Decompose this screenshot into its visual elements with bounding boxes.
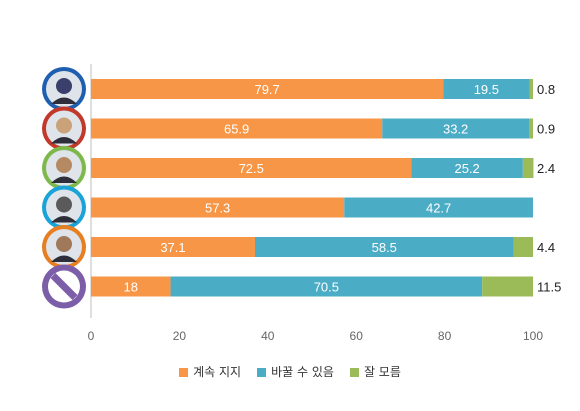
data-label: 11.5 xyxy=(537,280,561,295)
candidate-avatar xyxy=(42,225,86,269)
bar-segment xyxy=(522,158,534,178)
data-label: 58.5 xyxy=(372,240,397,255)
bar-segment xyxy=(91,118,383,139)
legend-swatch xyxy=(179,368,189,377)
legend-label: 계속 지지 xyxy=(193,365,242,379)
bar-segment xyxy=(344,197,533,218)
candidate-avatar xyxy=(42,106,86,151)
bar-segment xyxy=(411,158,523,178)
bar-segment xyxy=(529,79,533,99)
chart-legend: 계속 지지 바꿀 수 있음 잘 모름 xyxy=(0,363,580,380)
x-tick-label: 40 xyxy=(261,329,275,343)
data-label: 19.5 xyxy=(474,82,499,97)
bar-segment xyxy=(170,276,483,297)
data-label: 42.7 xyxy=(426,201,451,216)
legend-item: 잘 모름 xyxy=(349,363,401,380)
x-tick-label: 60 xyxy=(350,329,364,343)
bar-segment xyxy=(254,237,514,257)
bar-segment xyxy=(91,197,345,218)
data-label: 79.7 xyxy=(254,82,279,97)
bar-segment xyxy=(91,237,255,257)
data-label: 72.5 xyxy=(239,161,264,176)
data-label: 0.8 xyxy=(537,82,555,97)
x-tick-label: 20 xyxy=(173,329,187,343)
x-tick-label: 100 xyxy=(523,329,543,343)
data-label: 70.5 xyxy=(314,280,339,295)
bar-segment xyxy=(91,276,171,297)
legend-label: 바꿀 수 있음 xyxy=(271,365,334,379)
bar-segment xyxy=(529,118,533,139)
data-label: 57.3 xyxy=(205,201,230,216)
candidate-avatar xyxy=(42,67,86,111)
data-label: 33.2 xyxy=(443,122,468,137)
legend-swatch xyxy=(257,368,267,377)
legend-item: 계속 지지 xyxy=(179,363,241,380)
bar-segment xyxy=(513,237,533,257)
x-tick-label: 0 xyxy=(88,329,95,343)
data-label: 25.2 xyxy=(454,161,479,176)
legend-swatch xyxy=(349,368,359,377)
data-label: 0.9 xyxy=(537,122,555,137)
data-label: 2.4 xyxy=(537,161,555,176)
data-label: 65.9 xyxy=(224,122,249,137)
bar-segment xyxy=(482,276,533,297)
x-tick-label: 80 xyxy=(438,329,452,343)
data-label: 37.1 xyxy=(160,240,185,255)
data-label: 18 xyxy=(124,280,138,295)
bar-segment xyxy=(91,158,412,178)
legend-label: 잘 모름 xyxy=(363,365,401,379)
candidate-avatar xyxy=(42,146,86,190)
bar-segment xyxy=(443,79,530,99)
data-label: 4.4 xyxy=(537,240,555,255)
legend-item: 바꿀 수 있음 xyxy=(257,363,334,380)
candidate-avatar xyxy=(42,185,86,230)
bar-segment xyxy=(91,79,444,99)
bar-segment xyxy=(382,118,530,139)
no-candidate-icon xyxy=(42,264,86,309)
